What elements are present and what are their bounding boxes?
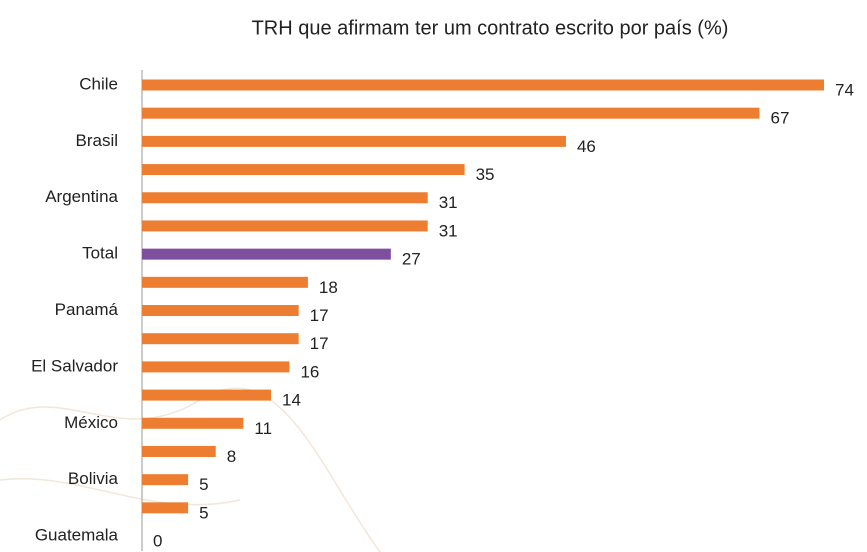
bar xyxy=(142,474,189,486)
bar xyxy=(142,305,299,317)
value-label: 46 xyxy=(577,137,596,156)
category-label: México xyxy=(64,413,118,432)
bar xyxy=(142,107,760,119)
value-label: 8 xyxy=(227,447,236,466)
value-label: 67 xyxy=(770,109,789,128)
category-label: Brasil xyxy=(75,131,118,150)
category-label: Panamá xyxy=(55,300,119,319)
bar xyxy=(142,333,299,345)
category-label: Chile xyxy=(79,74,118,93)
bar xyxy=(142,417,244,429)
category-label: El Salvador xyxy=(31,356,118,375)
bar xyxy=(142,192,428,204)
bar xyxy=(142,445,216,457)
value-label: 18 xyxy=(319,278,338,297)
value-label: 11 xyxy=(254,419,272,438)
bar xyxy=(142,79,824,91)
category-label: Guatemala xyxy=(35,526,119,545)
value-label: 74 xyxy=(835,80,854,99)
bar xyxy=(142,220,428,232)
bar xyxy=(142,276,308,288)
value-label: 31 xyxy=(439,221,458,240)
value-label: 5 xyxy=(199,503,208,522)
background-decoration xyxy=(0,478,241,506)
bar xyxy=(142,248,391,260)
category-label: Argentina xyxy=(45,187,118,206)
bar xyxy=(142,502,189,514)
value-label: 27 xyxy=(402,250,421,269)
bar xyxy=(142,135,566,147)
bar xyxy=(142,389,272,401)
value-label: 16 xyxy=(300,362,319,381)
value-label: 5 xyxy=(199,475,208,494)
value-label: 14 xyxy=(282,391,301,410)
bar xyxy=(142,361,290,373)
value-label: 17 xyxy=(310,306,329,325)
category-label: Bolivia xyxy=(68,469,119,488)
value-label: 0 xyxy=(153,532,162,551)
category-label: Total xyxy=(82,244,118,263)
bar xyxy=(142,164,465,176)
chart-title: TRH que afirmam ter um contrato escrito … xyxy=(252,17,729,39)
value-label: 17 xyxy=(310,334,329,353)
value-label: 35 xyxy=(476,165,495,184)
value-label: 31 xyxy=(439,193,458,212)
